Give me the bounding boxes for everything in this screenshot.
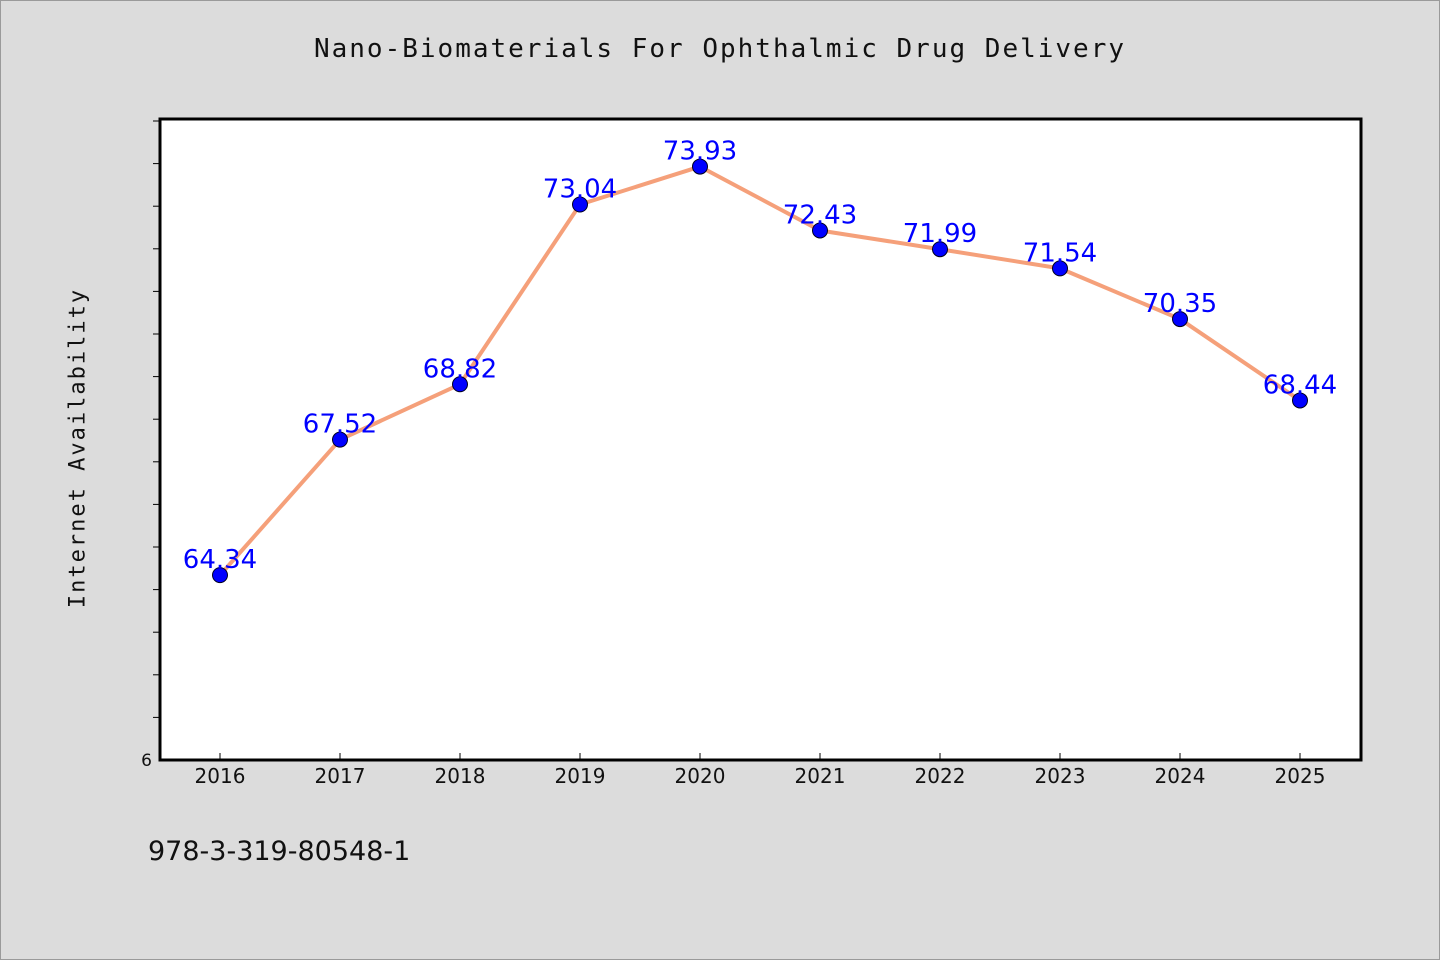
data-point	[1172, 311, 1188, 328]
chart-title: Nano-Biomaterials For Ophthalmic Drug De…	[313, 34, 1127, 64]
data-label: 70.35	[1143, 289, 1217, 319]
data-point	[692, 158, 708, 175]
data-point	[1292, 392, 1308, 409]
x-tick-label: 2018	[435, 764, 486, 788]
x-tick-label: 2022	[915, 764, 966, 788]
x-tick-label: 2023	[1035, 764, 1086, 788]
data-label: 68.82	[423, 354, 497, 384]
data-markers	[212, 158, 1308, 584]
data-label: 72.43	[783, 200, 857, 230]
plot-area	[158, 117, 1363, 762]
y-axis-min-label: 6	[141, 751, 152, 771]
data-label: 71.99	[903, 219, 977, 249]
data-label: 73.93	[663, 137, 737, 167]
x-tick-label: 2016	[195, 764, 246, 788]
isbn-label: 978-3-319-80548-1	[148, 836, 411, 867]
data-label: 73.04	[543, 174, 617, 204]
data-label: 71.54	[1023, 238, 1097, 268]
x-tick-label: 2025	[1275, 764, 1326, 788]
x-tick-label: 2024	[1155, 764, 1206, 788]
data-point	[572, 196, 588, 213]
data-label: 68.44	[1263, 370, 1337, 400]
x-axis-ticks: 2016 2017 2018 2019 2020 2021 2022 2023 2024 2025	[195, 753, 1326, 788]
data-point	[812, 222, 828, 239]
data-label: 64.34	[183, 545, 257, 575]
x-tick-label: 2021	[795, 764, 846, 788]
data-labels: 64.34 67.52 68.82 73.04 73.93 72.43 71.99 71.54…	[183, 137, 1337, 576]
series-line	[218, 164, 1302, 577]
x-tick-label: 2017	[315, 764, 366, 788]
x-tick-label: 2019	[555, 764, 606, 788]
x-tick-label: 2020	[675, 764, 726, 788]
data-point	[452, 376, 468, 393]
data-point	[1052, 260, 1068, 277]
data-point	[332, 431, 348, 448]
data-point	[212, 567, 228, 584]
data-label: 67.52	[303, 410, 377, 440]
data-point	[932, 241, 948, 258]
y-axis-ticks	[153, 120, 160, 718]
